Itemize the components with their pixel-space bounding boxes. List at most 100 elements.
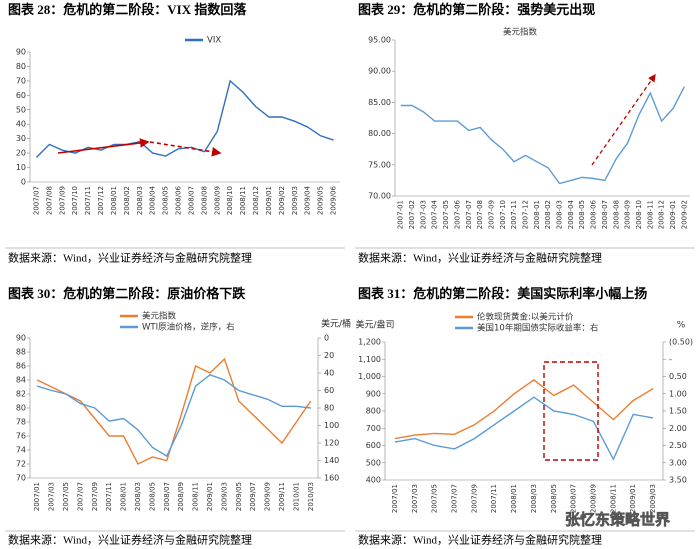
- y2-tick-label: 0: [324, 334, 329, 343]
- x-tick-label: 2008/05: [162, 186, 170, 215]
- x-tick-label: 2008/04: [149, 185, 157, 215]
- x-tick-label: 2007/10: [71, 186, 79, 215]
- x-tick-label: 2008/03: [136, 186, 144, 215]
- series-line: [36, 374, 311, 458]
- x-tick-label: 2007/11: [84, 186, 92, 215]
- x-tick-label: 2009/11: [278, 482, 286, 511]
- x-tick-label: 2009-01: [669, 200, 677, 229]
- x-tick-label: 2008-02: [544, 200, 552, 229]
- x-tick-label: 2007/07: [76, 482, 84, 511]
- y-tick-label: 90.00: [368, 67, 391, 76]
- x-tick-label: 2008/10: [226, 186, 234, 215]
- x-tick-label: 2009/01: [265, 186, 273, 215]
- x-tick-label: 2009/03: [649, 484, 657, 513]
- x-tick-label: 2008/07: [187, 186, 195, 215]
- x-tick-label: 2008/07: [570, 484, 578, 513]
- y-tick-label: 900: [366, 389, 381, 398]
- y-tick-label: 10: [16, 163, 26, 172]
- x-tick-label: 2007/05: [431, 484, 439, 513]
- x-tick-label: 2007/03: [48, 482, 56, 511]
- y2-tick-label: 20: [324, 351, 334, 360]
- x-tick-label: 2008/01: [110, 186, 118, 215]
- x-tick-label: 2009/09: [264, 482, 272, 511]
- y-tick-label: 20: [16, 149, 26, 158]
- y-tick-label: 80.00: [368, 129, 391, 138]
- x-tick-label: 2008/01: [120, 482, 128, 511]
- x-tick-label: 2007/01: [391, 484, 399, 513]
- y2-tick-label: (0.50): [669, 338, 693, 347]
- series-line: [400, 86, 685, 185]
- x-tick-label: 2007/07: [32, 186, 40, 215]
- legend-label: WTI原油价格，逆序，右: [142, 322, 235, 333]
- y2-tick-label: 60: [324, 386, 334, 395]
- y-tick-label: 82: [16, 390, 26, 399]
- x-tick-label: 2009/01: [629, 484, 637, 513]
- x-tick-label: 2007-01: [397, 200, 405, 229]
- y-tick-label: 600: [366, 441, 381, 450]
- y-tick-label: 80: [16, 62, 26, 71]
- y-tick-label: 400: [366, 476, 381, 485]
- series-line: [36, 357, 312, 465]
- x-tick-label: 2008/02: [123, 186, 131, 215]
- x-tick-label: 2008/01: [510, 484, 518, 513]
- y2-tick-label: 140: [324, 456, 339, 465]
- x-tick-label: 2008-10: [635, 200, 643, 229]
- series-line: [394, 379, 654, 440]
- x-tick-label: 2009/05: [235, 482, 243, 511]
- x-tick-label: 2008-08: [612, 200, 620, 229]
- x-tick-label: 2009/06: [330, 185, 338, 215]
- y-tick-label: 76: [16, 432, 26, 441]
- x-tick-label: 2007-08: [476, 200, 484, 229]
- x-tick-label: 2007/11: [490, 484, 498, 513]
- x-tick-label: 2009/03: [220, 482, 228, 511]
- annotation-arrow: [149, 141, 222, 157]
- legend-label: 伦敦现货黄金:以美元计价: [477, 312, 574, 323]
- watermark: 张忆东策略世界: [565, 511, 670, 529]
- x-tick-label: 2008/05: [148, 482, 156, 511]
- x-tick-label: 2008/05: [550, 484, 558, 513]
- chart-title: 图表 30：危机的第二阶段：原油价格下跌: [8, 286, 246, 301]
- y-tick-label: 800: [366, 407, 381, 416]
- y-tick-label: 70.00: [368, 192, 391, 201]
- y2-tick-label: 2.50: [669, 441, 687, 450]
- y-tick-label: 84: [16, 376, 26, 385]
- x-tick-label: 2007-11: [510, 200, 518, 229]
- x-tick-label: 2007-10: [499, 200, 507, 229]
- x-tick-label: 2007/08: [45, 186, 53, 215]
- y2-tick-label: -: [669, 355, 672, 364]
- series-line: [36, 79, 334, 158]
- y-tick-label: 80: [16, 404, 26, 413]
- y-tick-label: 90: [16, 334, 26, 343]
- chart-title: 图表 31：危机的第二阶段：美国实际利率小幅上扬: [358, 286, 647, 301]
- x-tick-label: 2008/03: [530, 484, 538, 513]
- x-tick-label: 2008/11: [239, 186, 247, 215]
- x-tick-label: 2008/03: [134, 482, 142, 511]
- y-tick-label: 40: [16, 120, 26, 129]
- y-tick-label: 95.00: [368, 36, 391, 45]
- x-tick-label: 2008-04: [567, 199, 575, 229]
- x-tick-label: 2008-11: [646, 200, 654, 229]
- y2-tick-label: 100: [324, 421, 339, 430]
- y-tick-label: 1,100: [358, 355, 381, 364]
- y2-tick-label: 160: [324, 474, 339, 483]
- y2-tick-label: 2.00: [669, 424, 687, 433]
- x-tick-label: 2009/02: [278, 186, 286, 215]
- x-tick-label: 2007-07: [465, 200, 473, 229]
- legend-label: 美元指数: [503, 27, 538, 38]
- y-tick-label: 700: [366, 424, 381, 433]
- x-tick-label: 2008/09: [590, 484, 598, 513]
- annotation-arrow: [57, 138, 150, 154]
- x-tick-label: 2008/09: [177, 482, 185, 511]
- x-tick-label: 2007/05: [62, 482, 70, 511]
- y2-tick-label: 0.50: [669, 372, 687, 381]
- chart-title: 图表 29：危机的第二阶段：强势美元出现: [358, 2, 595, 17]
- y-tick-label: 70: [16, 76, 26, 85]
- x-tick-label: 2008/11: [609, 484, 617, 513]
- x-tick-label: 2007-05: [442, 200, 450, 229]
- legend-label: VIX: [207, 36, 221, 46]
- y2-axis-label: 美元/桶: [321, 318, 351, 330]
- y-tick-label: 50: [16, 105, 26, 114]
- y-tick-label: 86: [16, 362, 26, 371]
- y-tick-label: 74: [16, 446, 26, 455]
- y-tick-label: 1,200: [358, 338, 381, 347]
